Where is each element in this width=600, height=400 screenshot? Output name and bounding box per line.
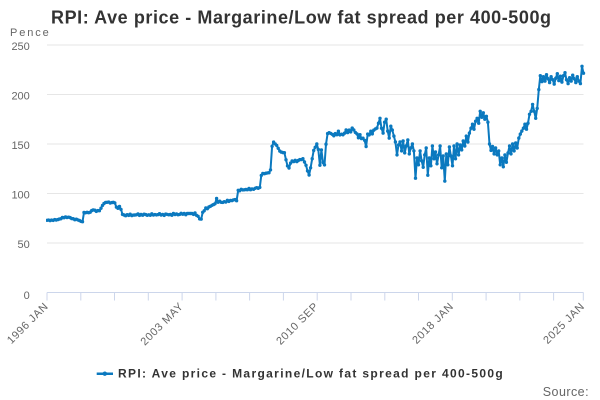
svg-text:Pence: Pence bbox=[10, 27, 51, 39]
svg-text:RPI: Ave price - Margarine/Low: RPI: Ave price - Margarine/Low fat sprea… bbox=[51, 8, 552, 28]
svg-text:Source:: Source: bbox=[543, 385, 589, 399]
svg-text:RPI: Ave price - Margarine/Low: RPI: Ave price - Margarine/Low fat sprea… bbox=[118, 367, 504, 381]
svg-text:250: 250 bbox=[11, 41, 29, 53]
svg-text:50: 50 bbox=[18, 239, 30, 251]
svg-text:200: 200 bbox=[11, 90, 29, 102]
svg-text:0: 0 bbox=[24, 290, 30, 302]
svg-text:150: 150 bbox=[11, 140, 29, 152]
svg-text:100: 100 bbox=[11, 189, 29, 201]
